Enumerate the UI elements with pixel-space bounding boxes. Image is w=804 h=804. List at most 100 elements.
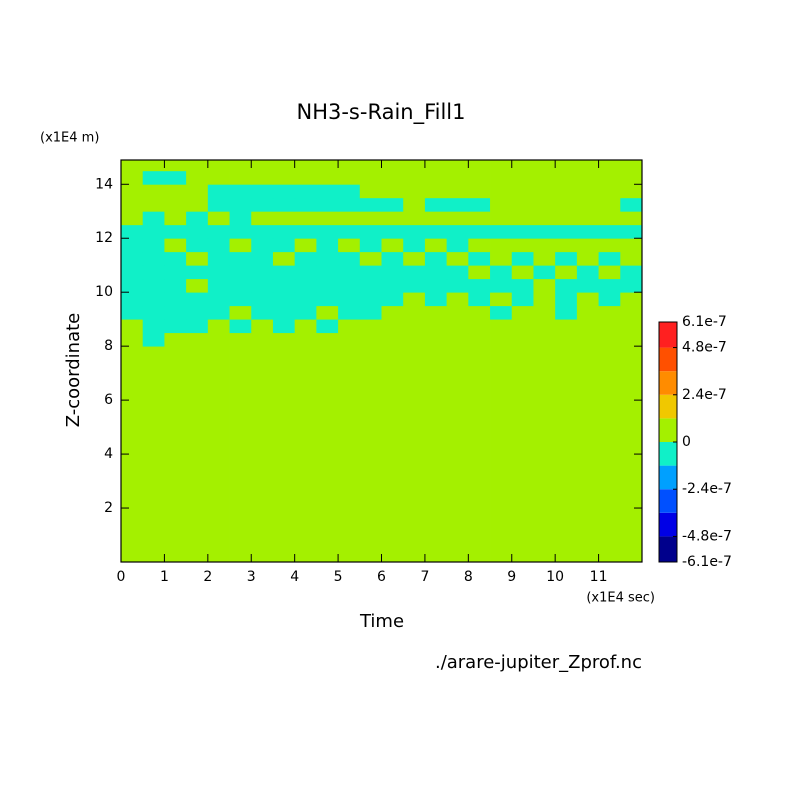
cell bbox=[555, 170, 578, 185]
cell bbox=[338, 251, 361, 266]
cell bbox=[142, 292, 165, 307]
cell bbox=[207, 170, 230, 185]
cell bbox=[164, 184, 187, 199]
cell bbox=[381, 224, 404, 239]
cell bbox=[598, 211, 621, 226]
cell bbox=[620, 305, 643, 320]
cell bbox=[620, 265, 643, 280]
cell bbox=[121, 292, 144, 307]
cell bbox=[533, 251, 556, 266]
cell bbox=[207, 346, 230, 563]
cell bbox=[121, 211, 144, 226]
cell bbox=[533, 346, 556, 563]
cell bbox=[229, 319, 252, 334]
x-tick-label: 5 bbox=[334, 569, 343, 585]
cell bbox=[381, 160, 404, 172]
colorbar-tick-label: 6.1e-7 bbox=[682, 314, 727, 330]
cell bbox=[229, 346, 252, 563]
cell bbox=[468, 319, 491, 334]
cell bbox=[576, 170, 599, 185]
cell bbox=[490, 332, 513, 347]
cell bbox=[555, 265, 578, 280]
cell bbox=[511, 305, 534, 320]
cell bbox=[316, 251, 339, 266]
colorbar: -6.1e-7 -4.8e-7 -2.4e-7 0 2.4e-7 4.8e-7 6.1e-7 bbox=[658, 314, 732, 570]
cell bbox=[164, 319, 187, 334]
cell bbox=[576, 278, 599, 293]
cell bbox=[424, 346, 448, 563]
x-tick-label: 11 bbox=[590, 569, 608, 585]
cell bbox=[446, 292, 469, 307]
cell bbox=[576, 160, 599, 172]
cell bbox=[272, 265, 296, 280]
cell bbox=[272, 332, 296, 347]
cell bbox=[511, 292, 534, 307]
colorbar-tick-label: 2.4e-7 bbox=[682, 387, 727, 403]
cell bbox=[229, 265, 252, 280]
cell bbox=[272, 170, 296, 185]
cell bbox=[186, 346, 209, 563]
cell bbox=[555, 224, 578, 239]
colorbar-band bbox=[659, 347, 677, 372]
cell bbox=[403, 265, 426, 280]
cell bbox=[251, 224, 274, 239]
cell bbox=[533, 238, 556, 253]
cell bbox=[207, 265, 230, 280]
colorbar-band bbox=[659, 442, 677, 466]
y-tick-label: 14 bbox=[95, 176, 113, 192]
cell bbox=[121, 160, 144, 172]
cell bbox=[533, 292, 556, 307]
cell bbox=[511, 224, 534, 239]
cell bbox=[490, 305, 513, 320]
cell bbox=[121, 332, 144, 347]
cell bbox=[164, 251, 187, 266]
cell bbox=[381, 197, 404, 212]
cell bbox=[359, 332, 382, 347]
cell bbox=[598, 346, 621, 563]
cell bbox=[468, 251, 491, 266]
cell bbox=[121, 197, 144, 212]
cell bbox=[555, 184, 578, 199]
cell bbox=[576, 332, 599, 347]
cell bbox=[403, 319, 426, 334]
cell bbox=[251, 238, 274, 253]
cell bbox=[316, 332, 339, 347]
cell bbox=[533, 319, 556, 334]
cell bbox=[576, 224, 599, 239]
cell bbox=[576, 211, 599, 226]
y-tick-label: 12 bbox=[95, 230, 113, 246]
cell bbox=[164, 346, 187, 563]
cell bbox=[251, 251, 274, 266]
cell bbox=[424, 292, 448, 307]
cell bbox=[316, 319, 339, 334]
cell bbox=[186, 224, 209, 239]
cell bbox=[338, 170, 361, 185]
cell bbox=[338, 265, 361, 280]
cell bbox=[468, 305, 491, 320]
cell bbox=[207, 319, 230, 334]
cell bbox=[164, 224, 187, 239]
cell bbox=[229, 197, 252, 212]
cell bbox=[272, 305, 296, 320]
cell bbox=[359, 265, 382, 280]
cell bbox=[598, 305, 621, 320]
cell bbox=[251, 305, 274, 320]
colorbar-tick-label: -4.8e-7 bbox=[682, 528, 732, 544]
cell bbox=[164, 160, 187, 172]
cell bbox=[359, 319, 382, 334]
cell bbox=[403, 184, 426, 199]
cell bbox=[186, 305, 209, 320]
cell bbox=[294, 160, 317, 172]
cell bbox=[294, 238, 317, 253]
cell bbox=[555, 238, 578, 253]
cell bbox=[490, 184, 513, 199]
cell bbox=[207, 184, 230, 199]
cell bbox=[381, 265, 404, 280]
cell bbox=[598, 184, 621, 199]
cell bbox=[598, 238, 621, 253]
cell bbox=[598, 319, 621, 334]
cell bbox=[468, 160, 491, 172]
cell bbox=[121, 184, 144, 199]
cell bbox=[338, 346, 361, 563]
cell bbox=[251, 211, 274, 226]
